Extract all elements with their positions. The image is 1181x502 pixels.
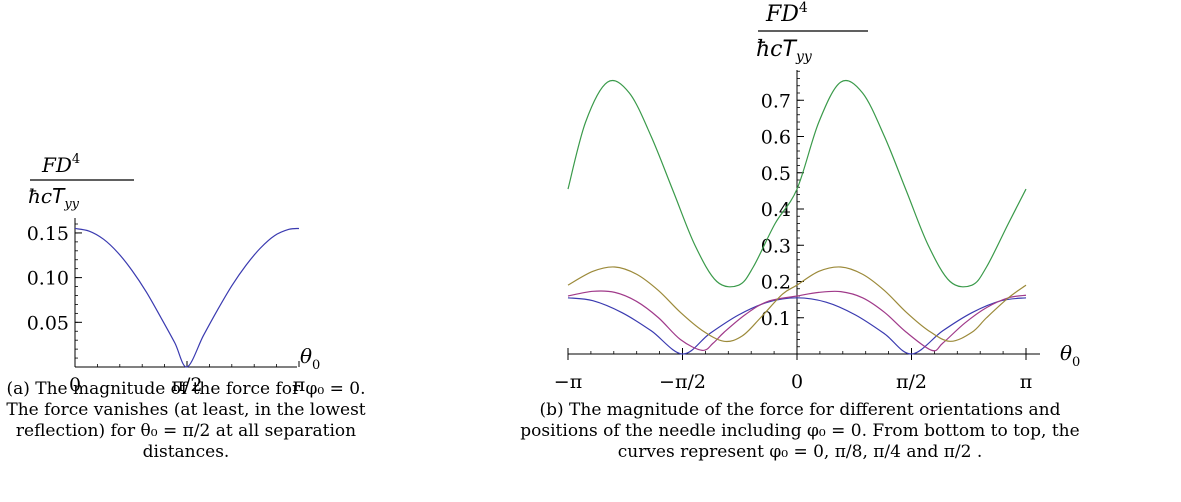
ylabel-den: ħcTyy — [756, 37, 813, 65]
ylabel-den: ħcTyy — [28, 184, 80, 212]
caption-a-line: distances. — [142, 442, 230, 462]
y-tick-label: 0.3 — [761, 235, 791, 257]
caption-a-line: The force vanishes (at least, in the low… — [6, 400, 366, 420]
series-line-0 — [567, 297, 1027, 355]
y-tick-label: 0.05 — [27, 312, 69, 334]
y-tick-label: 0.2 — [761, 272, 791, 294]
x-tick-label: −π — [554, 371, 582, 393]
caption-a: (a) The magnitude of the force for φ₀ = … — [2, 379, 370, 463]
series-line-2 — [567, 266, 1027, 343]
caption-a-line: reflection) for θ₀ = π/2 at all separati… — [15, 421, 357, 441]
y-tick-label: 0.15 — [27, 223, 69, 245]
series-line-3 — [567, 79, 1027, 288]
series-line-0 — [74, 227, 300, 368]
caption-b-line: (b) The magnitude of the force for diffe… — [539, 400, 1061, 420]
x-tick-label: 0 — [69, 374, 81, 396]
y-tick-label: 0.6 — [761, 127, 791, 149]
caption-b-line: curves represent φ₀ = 0, π/8, π/4 and π/… — [617, 442, 983, 462]
x-tick-label: π — [1020, 371, 1033, 393]
caption-b-line: positions of the needle including φ₀ = 0… — [520, 421, 1080, 441]
x-tick-label: π/2 — [896, 371, 927, 393]
y-tick-label: 0.4 — [761, 199, 791, 221]
ylabel-num: FD4 — [765, 0, 808, 27]
plot-area-b: 0.1 0.2 0.3 0.4 0.5 0.6 0.7 −π −π/2 0 π/2 π — [554, 70, 1040, 393]
y-axis-label: FD4 ħcTyy — [756, 0, 868, 65]
x-tick-label: −π/2 — [659, 371, 706, 393]
plot-area-a: 0.05 0.10 0.15 0 π/2 π — [27, 218, 306, 396]
x-tick-label: π — [293, 374, 306, 396]
y-tick-label: 0.5 — [761, 163, 791, 185]
y-tick-label: 0.1 — [761, 308, 791, 330]
y-tick-label: 0.7 — [761, 90, 791, 112]
chart-a: FD4 ħcTyy 0.05 0.10 0.15 0 π/2 π θ0 — [27, 152, 321, 396]
ylabel-num: FD4 — [41, 152, 80, 177]
x-axis-label: θ0 — [300, 344, 320, 373]
x-tick-label: 0 — [791, 371, 803, 393]
y-axis-label: FD4 ħcTyy — [28, 152, 134, 212]
caption-b: (b) The magnitude of the force for diffe… — [420, 400, 1180, 463]
chart-b: FD4 ħcTyy 0.1 0.2 0.3 0.4 0.5 0.6 0.7 −π −π/2 0 π/… — [554, 0, 1081, 393]
series-line-1 — [567, 290, 1027, 352]
x-tick-label: π/2 — [172, 374, 203, 396]
caption-a-line: (a) The magnitude of the force for φ₀ = … — [6, 379, 366, 399]
x-axis-label: θ0 — [1060, 341, 1080, 370]
y-tick-label: 0.10 — [27, 268, 69, 290]
